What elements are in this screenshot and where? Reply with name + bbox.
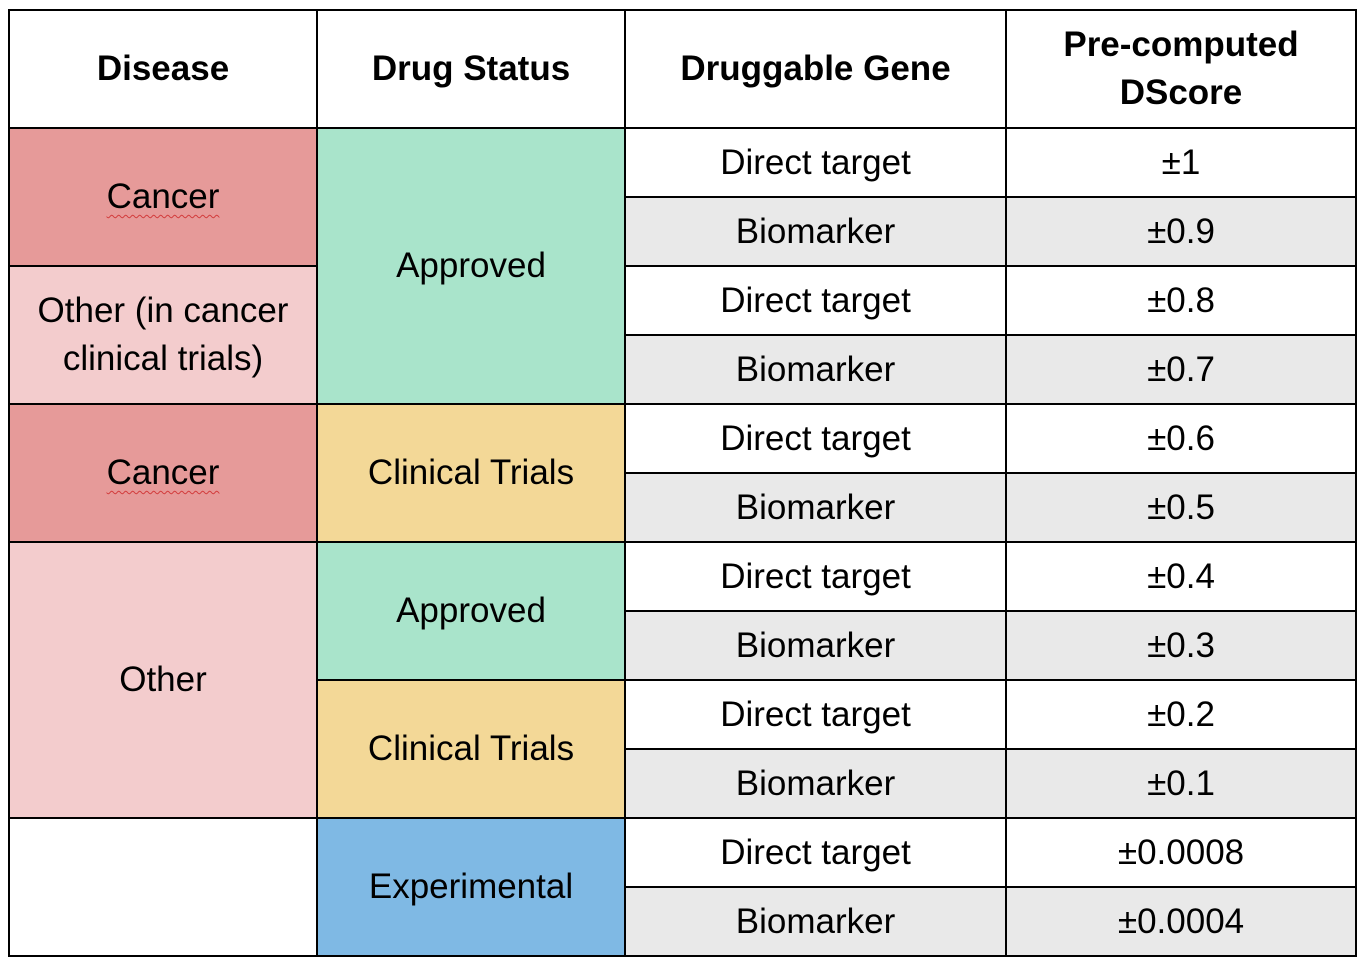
- score-cell: ±0.9: [1005, 196, 1357, 267]
- header-dscore-line2: DScore: [1119, 73, 1243, 112]
- status-cell-experimental: Experimental: [316, 817, 626, 957]
- table-row: Other (in cancer clinical trials) Direct…: [8, 265, 1357, 405]
- score-cell: ±0.7: [1005, 334, 1357, 405]
- disease-label: Cancer: [106, 453, 220, 492]
- score-cell: ±0.1: [1005, 748, 1357, 819]
- disease-cell-other-in-trials: Other (in cancer clinical trials): [8, 265, 318, 405]
- gene-cell: Biomarker: [624, 196, 1007, 267]
- header-druggable-gene: Druggable Gene: [624, 9, 1007, 129]
- disease-cell-empty: [8, 817, 318, 957]
- table-row: Biomarker ±0.1: [9, 748, 1357, 819]
- disease-label-line1: Other (in cancer: [37, 291, 289, 330]
- score-cell: ±0.8: [1005, 265, 1357, 336]
- gene-cell: Biomarker: [624, 334, 1007, 405]
- table-row: Other Approved Direct target ±0.4: [8, 541, 1357, 819]
- header-dscore-line1: Pre-computed: [1063, 25, 1299, 64]
- score-cell: ±0.3: [1005, 610, 1357, 681]
- table-row: Biomarker ±0.9: [9, 196, 1357, 267]
- gene-cell: Biomarker: [624, 748, 1007, 819]
- score-cell: ±0.5: [1005, 472, 1357, 543]
- score-cell: ±0.0004: [1005, 886, 1357, 957]
- score-cell: ±0.4: [1005, 541, 1357, 612]
- header-disease: Disease: [8, 9, 318, 129]
- disease-label: Cancer: [106, 177, 220, 216]
- dscore-table: Disease Drug Status Druggable Gene Pre-c…: [8, 9, 1357, 957]
- score-cell: ±0.2: [1005, 679, 1357, 750]
- header-drug-status: Drug Status: [316, 9, 626, 129]
- table-row: Biomarker ±0.0004: [9, 886, 1357, 957]
- score-cell: ±1: [1005, 127, 1357, 198]
- gene-cell: Direct target: [624, 541, 1007, 612]
- table-row: Biomarker ±0.5: [9, 472, 1357, 543]
- table-row: Clinical Trials Direct target ±0.2: [9, 679, 1357, 819]
- status-cell-clinical-trials: Clinical Trials: [316, 403, 626, 543]
- gene-cell: Biomarker: [624, 472, 1007, 543]
- gene-cell: Biomarker: [624, 886, 1007, 957]
- score-cell: ±0.6: [1005, 403, 1357, 474]
- gene-cell: Direct target: [624, 817, 1007, 888]
- gene-cell: Direct target: [624, 403, 1007, 474]
- disease-cell-cancer: Cancer: [8, 127, 318, 267]
- table-row: Biomarker ±0.3: [9, 610, 1357, 681]
- disease-label-line2: clinical trials): [62, 339, 264, 378]
- disease-cell-other: Other: [8, 541, 318, 819]
- header-dscore: Pre-computed DScore: [1005, 9, 1357, 129]
- status-cell-approved: Approved: [316, 127, 626, 405]
- table-row: Biomarker ±0.7: [9, 334, 1357, 405]
- table-row: Cancer Approved Direct target ±1: [8, 127, 1357, 405]
- disease-cell-cancer: Cancer: [8, 403, 318, 543]
- gene-cell: Biomarker: [624, 610, 1007, 681]
- status-cell-clinical-trials: Clinical Trials: [316, 679, 626, 819]
- header-row: Disease Drug Status Druggable Gene Pre-c…: [8, 9, 1357, 129]
- status-cell-approved: Approved: [316, 541, 626, 681]
- gene-cell: Direct target: [624, 265, 1007, 336]
- gene-cell: Direct target: [624, 127, 1007, 198]
- gene-cell: Direct target: [624, 679, 1007, 750]
- score-cell: ±0.0008: [1005, 817, 1357, 888]
- table-row: Cancer Clinical Trials Direct target ±0.…: [8, 403, 1357, 543]
- table-row: Experimental Direct target ±0.0008: [8, 817, 1357, 957]
